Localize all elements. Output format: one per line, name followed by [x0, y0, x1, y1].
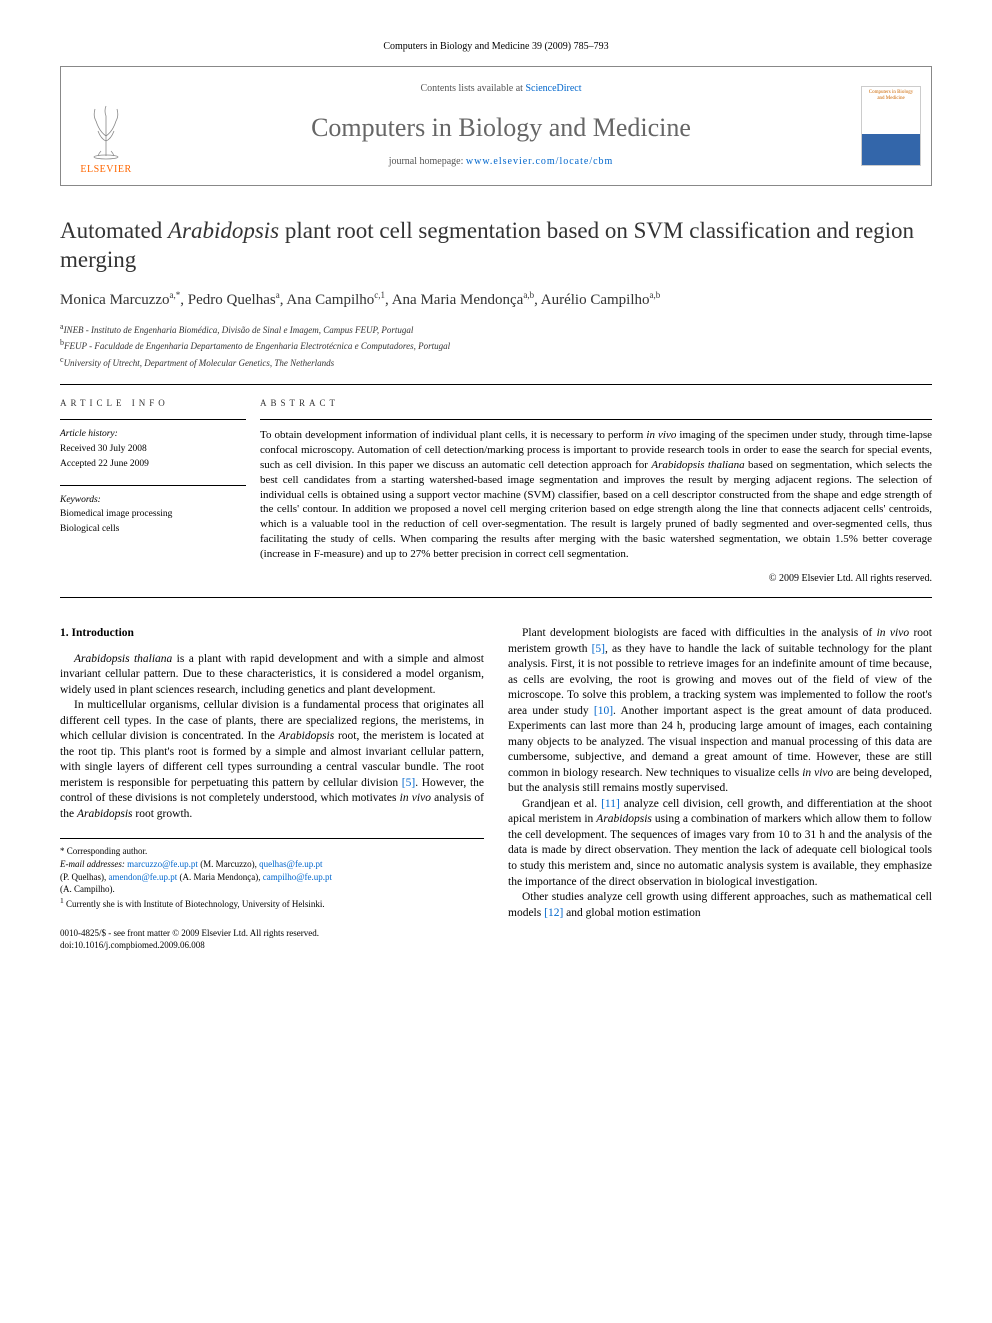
- journal-name: Computers in Biology and Medicine: [311, 110, 691, 145]
- abstract-heading: ABSTRACT: [260, 397, 932, 409]
- authors: Monica Marcuzzoa,*, Pedro Quelhasa, Ana …: [60, 289, 932, 310]
- paragraph: Grandjean et al. [11] analyze cell divis…: [508, 797, 932, 890]
- footnotes: * Corresponding author. E-mail addresses…: [60, 838, 484, 910]
- publisher-logo: ELSEVIER: [61, 67, 151, 185]
- paragraph: In multicellular organisms, cellular div…: [60, 698, 484, 822]
- accepted-date: Accepted 22 June 2009: [60, 458, 246, 471]
- email-link[interactable]: marcuzzo@fe.up.pt: [127, 859, 198, 869]
- left-column: 1. Introduction Arabidopsis thaliana is …: [60, 626, 484, 952]
- footer-meta: 0010-4825/$ - see front matter © 2009 El…: [60, 928, 484, 951]
- info-abstract-block: ARTICLE INFO Article history: Received 3…: [60, 384, 932, 598]
- email-link[interactable]: campilho@fe.up.pt: [263, 872, 332, 882]
- contents-prefix: Contents lists available at: [420, 83, 525, 94]
- body-columns: 1. Introduction Arabidopsis thaliana is …: [60, 626, 932, 952]
- homepage-prefix: journal homepage:: [389, 156, 466, 167]
- homepage-link[interactable]: www.elsevier.com/locate/cbm: [466, 156, 613, 167]
- article-info: ARTICLE INFO Article history: Received 3…: [60, 385, 260, 597]
- copyright: © 2009 Elsevier Ltd. All rights reserved…: [260, 572, 932, 586]
- email-who: (P. Quelhas): [60, 872, 104, 882]
- paragraph: Arabidopsis thaliana is a plant with rap…: [60, 652, 484, 699]
- abstract-text: To obtain development information of ind…: [260, 420, 932, 562]
- keyword: Biological cells: [60, 523, 246, 536]
- homepage-line: journal homepage: www.elsevier.com/locat…: [389, 155, 614, 169]
- received-date: Received 30 July 2008: [60, 443, 246, 456]
- abstract: ABSTRACT To obtain development informati…: [260, 385, 932, 597]
- history-label: Article history:: [60, 428, 246, 441]
- journal-header: ELSEVIER Contents lists available at Sci…: [60, 66, 932, 186]
- email-link[interactable]: quelhas@fe.up.pt: [259, 859, 322, 869]
- keyword: Biomedical image processing: [60, 508, 246, 521]
- contents-line: Contents lists available at ScienceDirec…: [420, 82, 581, 96]
- front-matter: 0010-4825/$ - see front matter © 2009 El…: [60, 928, 484, 940]
- section-heading: 1. Introduction: [60, 626, 484, 642]
- email-who: (A. Maria Mendonça): [180, 872, 259, 882]
- thumb-label: Computers in Biology and Medicine: [869, 90, 913, 102]
- info-heading: ARTICLE INFO: [60, 397, 246, 409]
- email-addresses: E-mail addresses: marcuzzo@fe.up.pt (M. …: [60, 858, 484, 896]
- email-who: (A. Campilho): [60, 884, 113, 894]
- title-pre: Automated: [60, 218, 168, 243]
- affiliations: aINEB - Instituto de Engenharia Biomédic…: [60, 321, 932, 371]
- paragraph: Plant development biologists are faced w…: [508, 626, 932, 797]
- affiliation: aINEB - Instituto de Engenharia Biomédic…: [60, 321, 932, 338]
- publisher-name: ELSEVIER: [80, 163, 131, 177]
- email-link[interactable]: amendon@fe.up.pt: [109, 872, 178, 882]
- affiliation: cUniversity of Utrecht, Department of Mo…: [60, 354, 932, 371]
- sciencedirect-link[interactable]: ScienceDirect: [525, 83, 581, 94]
- top-citation: Computers in Biology and Medicine 39 (20…: [60, 40, 932, 54]
- title-italic: Arabidopsis: [168, 218, 279, 243]
- article-title: Automated Arabidopsis plant root cell se…: [60, 216, 932, 276]
- corresponding-author: * Corresponding author.: [60, 845, 484, 858]
- doi: doi:10.1016/j.compbiomed.2009.06.008: [60, 940, 484, 952]
- paragraph: Other studies analyze cell growth using …: [508, 890, 932, 921]
- right-column: Plant development biologists are faced w…: [508, 626, 932, 952]
- emails-label: E-mail addresses:: [60, 859, 125, 869]
- journal-cover-thumb: Computers in Biology and Medicine: [851, 67, 931, 185]
- header-center: Contents lists available at ScienceDirec…: [151, 67, 851, 185]
- keywords-label: Keywords:: [60, 494, 246, 507]
- affiliation: bFEUP - Faculdade de Engenharia Departam…: [60, 337, 932, 354]
- email-who: (M. Marcuzzo): [200, 859, 254, 869]
- footnote-1: 1 Currently she is with Institute of Bio…: [60, 896, 484, 911]
- elsevier-tree-icon: [81, 101, 131, 161]
- cover-image: Computers in Biology and Medicine: [861, 86, 921, 166]
